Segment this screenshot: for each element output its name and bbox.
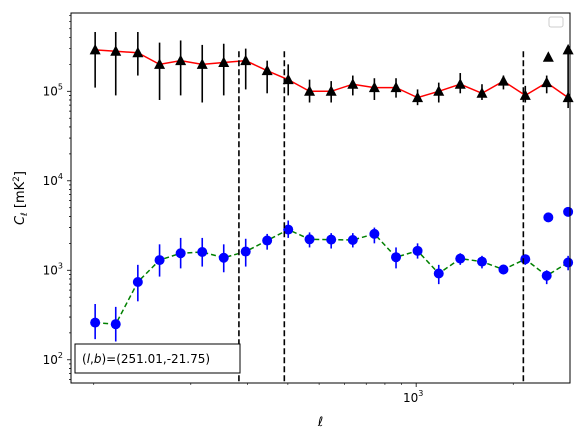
legend-box — [548, 16, 564, 28]
series-1-point — [304, 85, 316, 96]
x-tick-label: 103 — [403, 389, 423, 405]
series-1-point — [519, 89, 531, 100]
series-2-point — [283, 224, 294, 235]
vertical-lines — [238, 51, 525, 383]
series-2-point — [90, 317, 101, 328]
series-2-point — [541, 270, 552, 281]
series-1-point — [154, 58, 166, 69]
series-1-point — [412, 91, 424, 103]
plot-frame — [70, 12, 571, 384]
series-2-point — [563, 206, 574, 217]
y-axis-label: Cℓ [mK2] — [12, 171, 30, 225]
series-1 — [89, 31, 574, 109]
series-1-point — [562, 43, 574, 55]
series-1-point — [541, 76, 553, 88]
series-2-point — [175, 248, 186, 259]
series-1-point — [347, 78, 359, 89]
series-1-point — [476, 87, 488, 98]
axis-ticks: 102 103 104 105 103 — [43, 15, 514, 405]
annotation-l: l — [87, 352, 91, 366]
series-2-point — [110, 319, 121, 330]
annotation-comma: , — [90, 352, 94, 366]
coordinates-annotation: (l,b)=(251.01,-21.75) — [74, 343, 241, 374]
series-1-point — [433, 85, 445, 96]
series-1-point — [325, 85, 337, 96]
series-1-point — [390, 81, 402, 93]
series-2 — [90, 206, 574, 342]
series-1-point — [454, 78, 466, 89]
annotation-b: b — [94, 352, 102, 366]
series-2-point — [240, 246, 251, 257]
y-axis-label-unit: [mK — [13, 181, 28, 208]
series-2-point — [455, 253, 466, 264]
series-2-point — [132, 276, 143, 287]
series-2-point — [391, 252, 402, 263]
series-2-point — [498, 264, 509, 275]
annotation-text: (l,b)=(251.01,-21.75) — [82, 352, 210, 366]
series-1-point — [196, 58, 208, 69]
series-2-point — [347, 234, 358, 245]
y-tick-label: 103 — [43, 261, 63, 277]
y-axis-label-subscript: ℓ — [20, 212, 30, 217]
series-2-point — [197, 247, 208, 258]
series-2-point — [262, 235, 273, 246]
series-2-point — [218, 252, 229, 263]
series-2-point — [369, 228, 380, 239]
series-1-point — [110, 45, 122, 56]
x-axis-label: ℓ — [317, 415, 323, 430]
series-1-point — [542, 51, 554, 62]
series-2-point — [543, 212, 554, 223]
series-2-point — [476, 256, 487, 267]
series-1-point — [368, 81, 380, 93]
y-tick-label: 102 — [43, 351, 63, 367]
series-2-point — [563, 257, 574, 268]
series-1-point — [282, 73, 294, 85]
series-1-point — [175, 54, 187, 66]
series-layer — [89, 31, 574, 342]
annotation-prefix: ( — [82, 352, 87, 366]
series-2-point — [304, 234, 315, 245]
y-axis-label-symbol: C — [13, 215, 28, 225]
y-tick-label: 104 — [43, 172, 63, 188]
annotation-suffix: )=(251.01,-21.75) — [101, 352, 210, 366]
series-1-point — [89, 43, 101, 55]
series-1-point — [562, 91, 574, 103]
series-2-point — [433, 268, 444, 279]
series-1-point — [240, 54, 252, 66]
series-1-point — [261, 64, 273, 76]
annotation-box — [74, 343, 241, 374]
series-1-point — [132, 46, 144, 58]
y-tick-label: 105 — [43, 82, 63, 98]
series-1-point — [497, 75, 509, 86]
y-axis-label-unit-close: ] — [13, 171, 28, 176]
series-1-point — [218, 56, 230, 67]
series-2-point — [154, 255, 165, 266]
series-2-point — [520, 254, 531, 265]
y-axis-label-unit-sup: 2 — [12, 176, 22, 182]
series-2-point — [326, 234, 337, 245]
series-2-point — [412, 245, 423, 256]
